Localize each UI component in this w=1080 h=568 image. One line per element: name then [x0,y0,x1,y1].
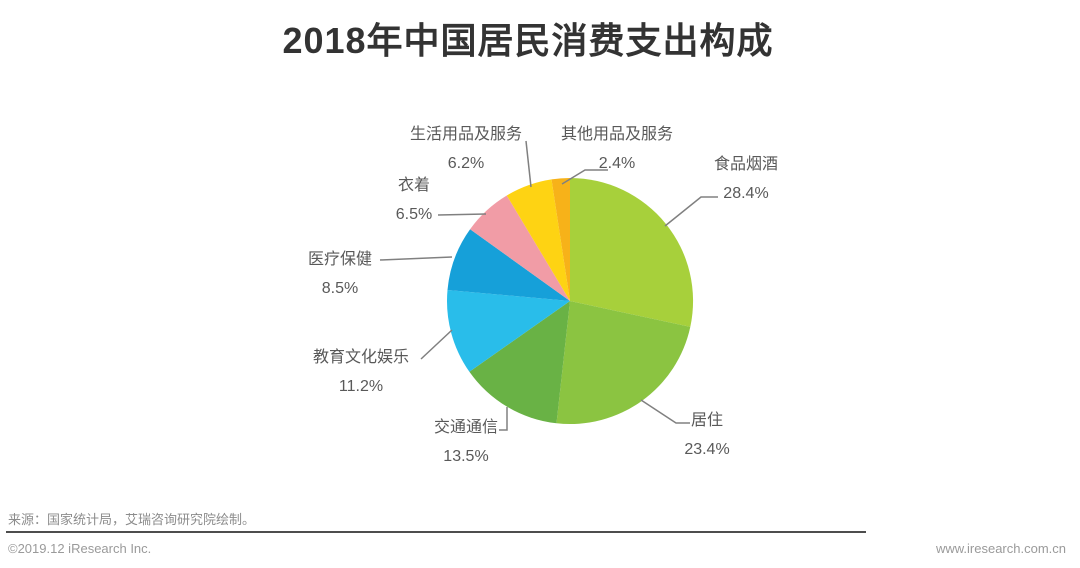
label-food-name: 食品烟酒 [713,156,779,173]
label-clothing-pct: 6.5% [395,206,433,223]
label-education-pct: 11.2% [338,378,384,395]
leader-line-healthcare [379,256,453,261]
label-clothing: 衣着 6.5% [396,171,432,229]
leader-line-daily-goods [525,140,532,188]
label-healthcare: 医疗保健 8.5% [308,245,372,303]
label-other-goods: 其他用品及服务 2.4% [561,120,673,178]
pie-slice-生活用品及服务 [506,179,570,301]
leader-line-other-goods [561,169,608,185]
copyright-text: ©2019.12 iResearch Inc. [8,541,152,556]
leader-lines [379,140,718,431]
label-clothing-name: 衣着 [397,177,430,194]
label-daily-goods-name: 生活用品及服务 [409,126,523,143]
leader-line-transport [499,407,508,431]
label-daily-goods-pct: 6.2% [447,155,485,172]
label-housing-name: 居住 [690,412,723,429]
leader-line-food [664,196,718,227]
label-housing: 居住 23.4% [684,406,729,464]
pie-slice-医疗保健 [447,229,570,301]
leader-line-education [420,329,453,360]
website-text: www.iresearch.com.cn [935,541,1066,556]
label-daily-goods: 生活用品及服务 6.2% [410,120,522,178]
label-transport: 交通通信 13.5% [434,413,498,471]
label-food: 食品烟酒 28.4% [714,150,778,208]
label-housing-pct: 23.4% [684,441,730,458]
label-healthcare-pct: 8.5% [321,280,359,297]
label-healthcare-name: 医疗保健 [307,251,373,268]
source-note: 来源：国家统计局，艾瑞咨询研究院绘制。 [8,512,256,527]
label-education-name: 教育文化娱乐 [312,349,410,366]
label-education: 教育文化娱乐 11.2% [313,343,409,401]
pie-slice-居住 [556,301,691,425]
chart-title: 2018年中国居民消费支出构成 [282,20,774,61]
leader-line-housing [640,399,690,424]
leader-line-clothing [437,213,487,216]
label-food-pct: 28.4% [723,185,769,202]
divider-line [6,531,866,533]
pie-slice-教育文化娱乐 [447,290,570,372]
pie-slice-其他用品及服务 [551,178,570,301]
label-transport-pct: 13.5% [443,448,489,465]
label-transport-name: 交通通信 [433,419,499,436]
label-other-goods-pct: 2.4% [598,155,636,172]
label-other-goods-name: 其他用品及服务 [560,126,674,143]
pie-slice-交通通信 [469,301,570,424]
pie-slice-食品烟酒 [570,177,694,327]
pie-slice-衣着 [470,195,570,301]
